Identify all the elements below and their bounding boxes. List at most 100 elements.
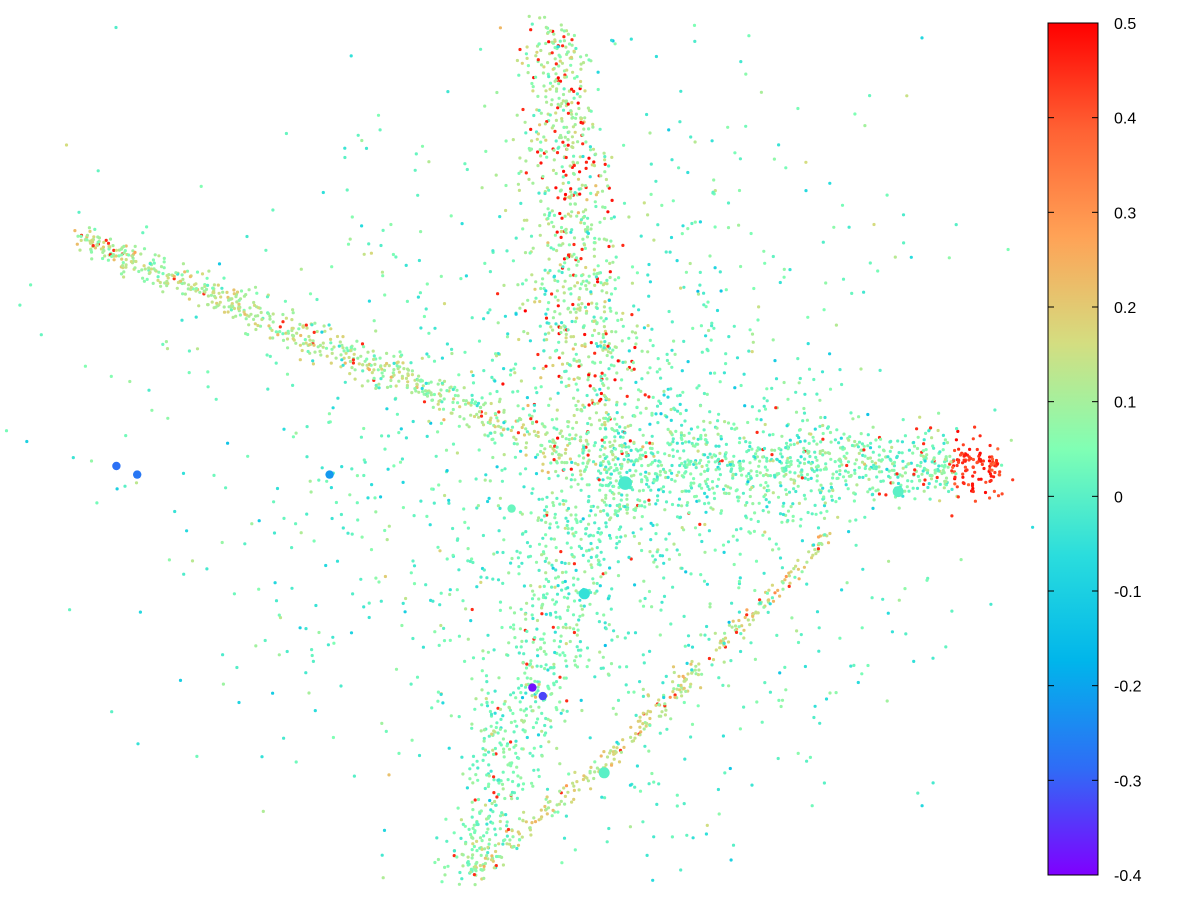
- data-point: [308, 292, 313, 296]
- data-point: [809, 462, 813, 466]
- data-point: [834, 691, 838, 695]
- data-point: [813, 450, 817, 454]
- data-point: [689, 459, 693, 463]
- data-point: [410, 391, 414, 395]
- data-point: [737, 625, 741, 629]
- data-point: [848, 519, 852, 523]
- data-point: [404, 376, 409, 380]
- data-point: [503, 467, 507, 471]
- data-point: [484, 674, 489, 678]
- data-point: [687, 489, 691, 493]
- data-point: [590, 333, 595, 338]
- data-point: [566, 138, 570, 142]
- data-point: [603, 621, 607, 625]
- data-point: [511, 835, 515, 839]
- data-point: [329, 361, 333, 365]
- data-point: [713, 266, 717, 270]
- data-point: [970, 484, 975, 488]
- data-point: [766, 610, 770, 615]
- data-point: [731, 619, 735, 623]
- data-point: [436, 699, 440, 703]
- data-point: [750, 447, 754, 451]
- data-point: [361, 363, 365, 367]
- data-point: [916, 791, 920, 795]
- data-point: [422, 400, 427, 404]
- data-point: [172, 274, 176, 278]
- data-point: [750, 405, 755, 409]
- data-point: [527, 432, 531, 436]
- data-point: [509, 693, 513, 697]
- data-point: [697, 668, 701, 672]
- data-point: [644, 441, 649, 445]
- data-point: [589, 505, 593, 509]
- data-point: [489, 712, 494, 717]
- data-point: [828, 352, 832, 356]
- data-point: [552, 426, 556, 430]
- data-point: [641, 687, 645, 692]
- data-point: [628, 825, 633, 829]
- data-point: [655, 523, 659, 527]
- data-point: [628, 783, 633, 787]
- data-point: [496, 578, 501, 582]
- data-point: [581, 237, 585, 241]
- data-point: [463, 350, 467, 354]
- data-point: [571, 70, 575, 74]
- data-point: [592, 328, 597, 332]
- data-point: [817, 541, 821, 546]
- data-point: [707, 529, 712, 533]
- data-point: [555, 289, 560, 293]
- data-point: [528, 683, 537, 692]
- data-point: [374, 383, 378, 387]
- data-point: [988, 479, 992, 483]
- data-point: [556, 575, 561, 579]
- data-point: [261, 809, 265, 814]
- data-point: [330, 347, 334, 351]
- data-point: [653, 558, 657, 562]
- data-point: [547, 740, 551, 744]
- data-point: [528, 751, 532, 755]
- data-point: [576, 376, 580, 380]
- data-point: [581, 279, 585, 283]
- data-point: [452, 831, 456, 835]
- data-point: [638, 733, 642, 737]
- data-point: [586, 225, 590, 229]
- data-point: [550, 40, 554, 44]
- colorbar-tick-label: -0.4: [1114, 868, 1142, 885]
- data-point: [931, 656, 935, 660]
- data-point: [686, 634, 691, 638]
- data-point: [332, 345, 336, 349]
- data-point: [665, 415, 669, 419]
- data-point: [800, 539, 805, 543]
- data-point: [689, 135, 693, 139]
- data-point: [489, 769, 493, 773]
- data-point: [465, 167, 469, 172]
- data-point: [29, 283, 33, 287]
- data-point: [485, 576, 489, 580]
- data-point: [529, 677, 533, 681]
- data-point: [847, 225, 851, 229]
- data-point: [695, 386, 699, 390]
- data-point: [546, 216, 550, 221]
- data-point: [161, 342, 165, 346]
- data-point: [575, 263, 579, 267]
- data-point: [305, 455, 309, 459]
- data-point: [537, 542, 542, 546]
- data-point: [502, 367, 506, 371]
- data-point: [452, 397, 456, 401]
- data-point: [521, 423, 526, 427]
- data-point: [780, 434, 784, 438]
- data-point: [831, 472, 835, 476]
- data-point: [558, 79, 563, 83]
- data-point: [882, 449, 886, 453]
- colorbar: 0.50.40.30.20.10-0.1-0.2-0.3-0.4: [1047, 16, 1142, 885]
- data-point: [367, 601, 371, 605]
- data-point: [510, 829, 514, 833]
- data-point: [782, 501, 786, 505]
- data-point: [742, 436, 746, 440]
- data-point: [419, 326, 423, 330]
- data-point: [475, 839, 479, 844]
- data-point: [488, 798, 492, 803]
- data-point: [860, 626, 864, 630]
- data-point: [630, 313, 634, 317]
- data-point: [482, 317, 486, 321]
